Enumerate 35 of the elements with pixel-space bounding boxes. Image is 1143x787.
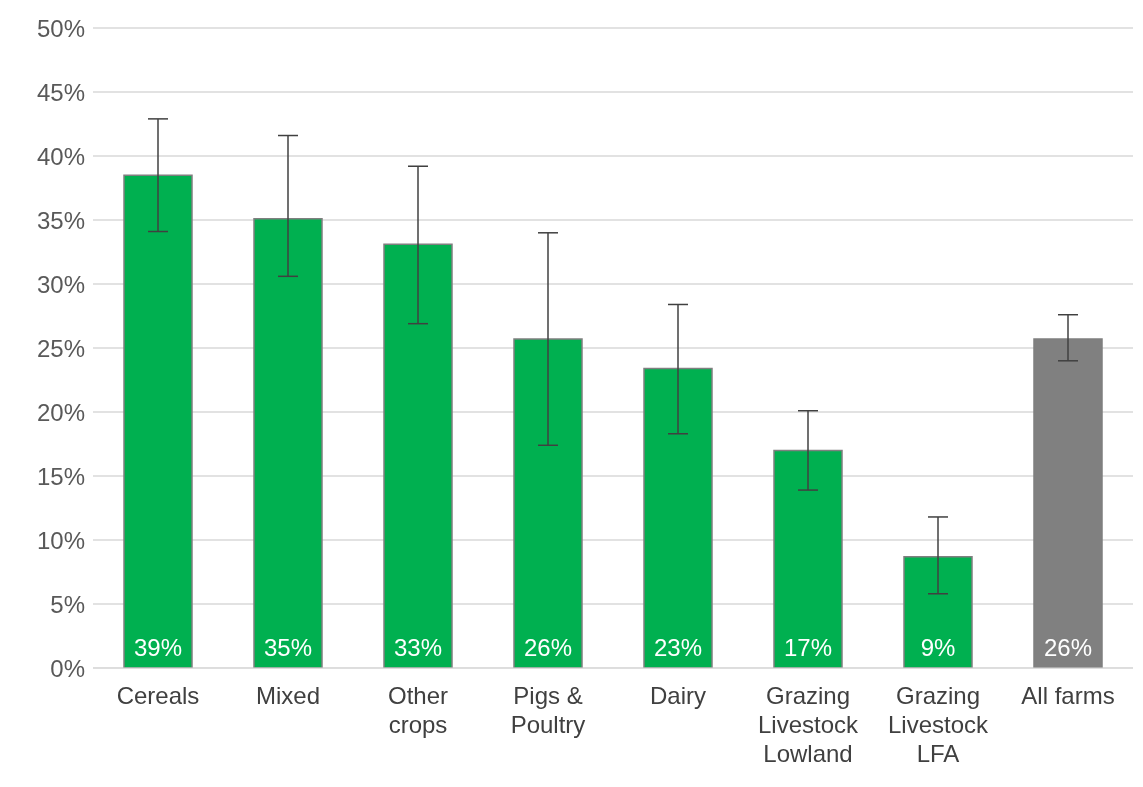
bar xyxy=(253,217,323,668)
bar xyxy=(903,555,973,668)
x-tick-label: Pigs & Poultry xyxy=(510,682,586,738)
y-tick-label: 10% xyxy=(36,526,85,554)
data-label: 33% xyxy=(393,634,443,661)
data-label: 9% xyxy=(920,634,956,661)
bar xyxy=(1033,338,1103,668)
x-tick-label: Grazing Livestock Lowland xyxy=(757,682,860,767)
y-tick-label: 20% xyxy=(36,398,85,426)
bar xyxy=(383,243,453,668)
data-label: 26% xyxy=(1043,634,1093,661)
x-tick-label: Grazing Livestock LFA xyxy=(887,682,990,767)
data-label: 17% xyxy=(783,634,833,661)
y-tick-label: 35% xyxy=(36,206,85,234)
x-tick-label: All farms xyxy=(1021,682,1115,709)
data-label: 23% xyxy=(653,634,703,661)
y-tick-label: 5% xyxy=(50,590,85,618)
y-tick-label: 0% xyxy=(50,654,85,682)
data-label: 26% xyxy=(523,634,573,661)
x-tick-label: Dairy xyxy=(649,682,707,709)
bar xyxy=(643,367,713,668)
bar xyxy=(123,174,193,668)
y-tick-label: 45% xyxy=(36,78,85,106)
y-tick-label: 30% xyxy=(36,270,85,298)
bar xyxy=(773,449,843,668)
y-tick-label: 15% xyxy=(36,462,85,490)
data-label: 35% xyxy=(263,634,313,661)
x-tick-label: Other crops xyxy=(387,682,449,738)
x-tick-label: Mixed xyxy=(255,682,321,709)
y-tick-label: 25% xyxy=(36,334,85,362)
y-tick-label: 40% xyxy=(36,142,85,170)
x-tick-label: Cereals xyxy=(116,682,200,709)
bar xyxy=(513,338,583,668)
data-label: 39% xyxy=(133,634,183,661)
y-tick-label: 50% xyxy=(36,14,85,42)
